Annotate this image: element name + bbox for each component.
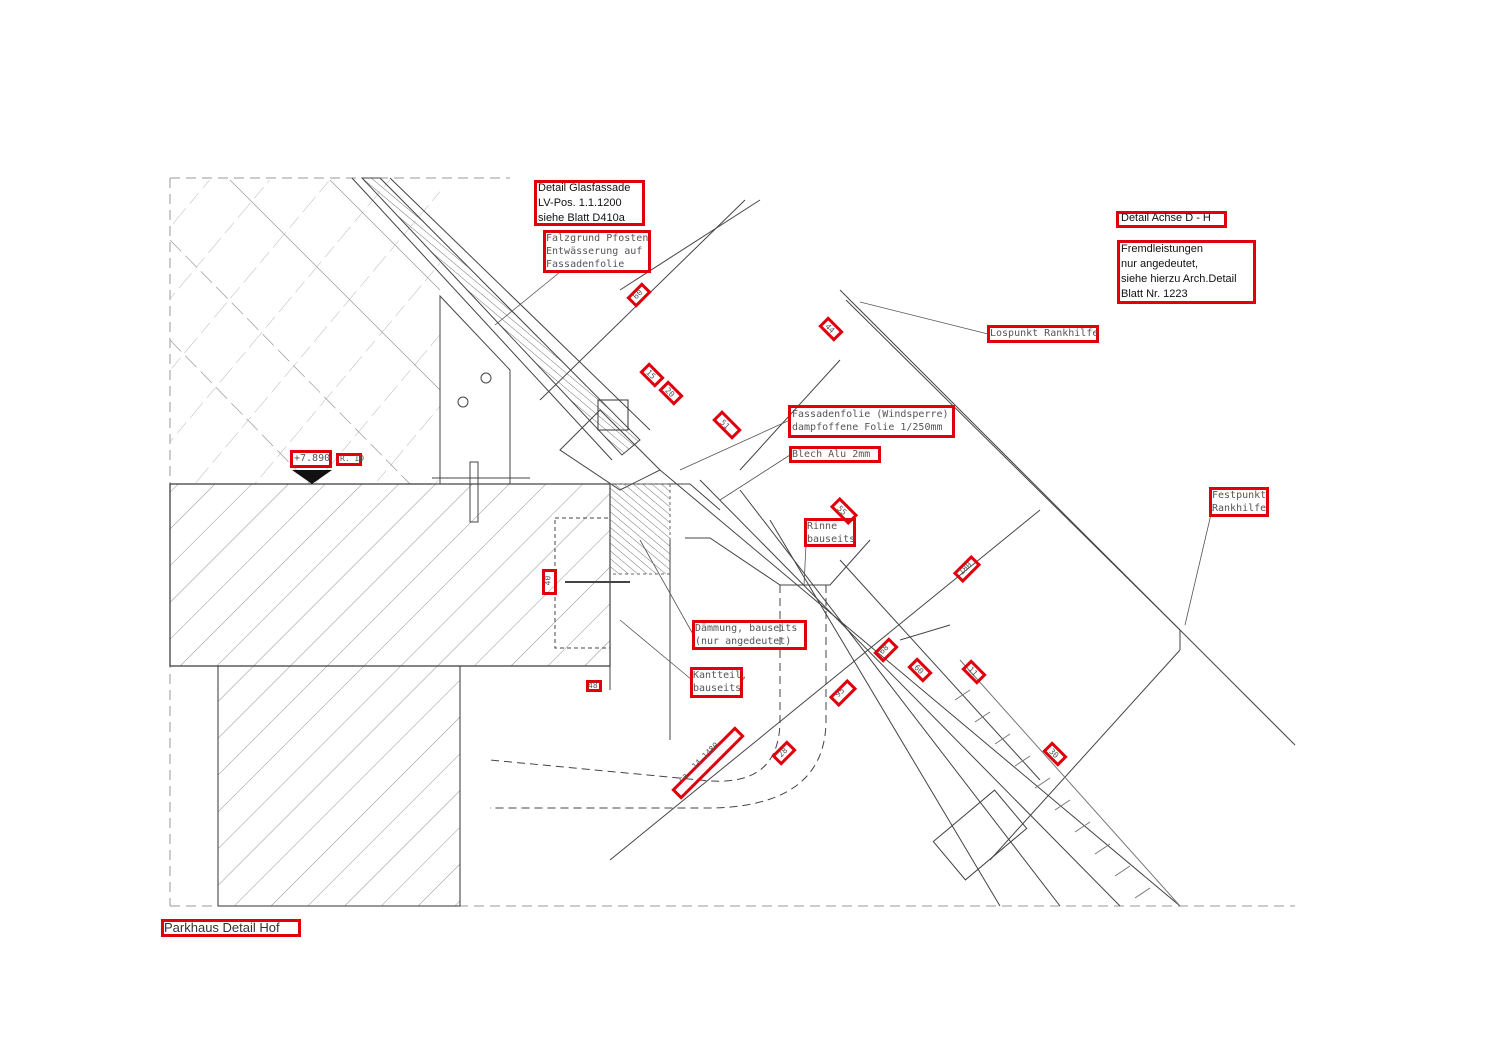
rank-ladder xyxy=(954,659,1181,907)
box-fassadenfolie xyxy=(788,405,955,438)
gutter-and-flashing xyxy=(489,483,871,809)
leader-lines xyxy=(494,271,1213,681)
box-detail-glasfassade xyxy=(534,180,645,226)
box-footer xyxy=(161,919,301,937)
dim-marker xyxy=(542,569,557,595)
green-facade-structure xyxy=(539,199,1296,907)
box-kantteil xyxy=(690,667,743,698)
glass-facade xyxy=(351,177,651,461)
label-lospunkt: Lospunkt Rankhilfe xyxy=(990,328,1099,339)
label-detail-achse: Detail Achse D - H xyxy=(1121,212,1211,224)
box-level-note xyxy=(336,453,362,466)
label-falzgrund: Falzgrund Pfosten Entwässerung auf Fassa… xyxy=(546,233,649,270)
label-fassadenfolie: Fassadenfolie (Windsperre) dampfoffene F… xyxy=(792,409,949,433)
box-festpunkt xyxy=(1209,487,1269,517)
label-fremdleistungen: Fremdleistungen nur angedeutet, siehe hi… xyxy=(1121,243,1237,300)
box-level xyxy=(290,450,332,468)
label-footer: Parkhaus Detail Hof xyxy=(164,920,280,935)
concrete-slab xyxy=(169,483,611,907)
label-festpunkt: Festpunkt Rankhilfe xyxy=(1212,490,1267,514)
upper-wall-hatch xyxy=(169,179,441,485)
dim-text: 48 xyxy=(588,681,598,690)
label-rinne: Rinne bauseits xyxy=(807,521,856,545)
box-rinne xyxy=(804,518,856,547)
label-detail-glasfassade: Detail Glasfassade LV-Pos. 1.1.1200 sieh… xyxy=(538,182,631,224)
box-detail-achse xyxy=(1116,211,1227,228)
label-kantteil: Kantteil, bauseits xyxy=(693,670,748,694)
dim-text: 40 xyxy=(543,575,553,586)
label-level-note: R. ID xyxy=(340,454,365,463)
label-blech: Blech Alu 2mm xyxy=(792,449,871,460)
box-lospunkt xyxy=(987,325,1099,343)
level-marker xyxy=(292,470,332,484)
box-daemmung xyxy=(692,620,807,650)
box-falzgrund xyxy=(543,230,651,273)
box-fremdleistungen xyxy=(1117,240,1256,304)
label-daemmung: Dämmung, bauseits (nur angedeutet) xyxy=(695,623,798,647)
box-blech xyxy=(789,446,881,463)
dim-marker xyxy=(586,680,602,692)
label-level: +7.890 xyxy=(294,453,331,464)
